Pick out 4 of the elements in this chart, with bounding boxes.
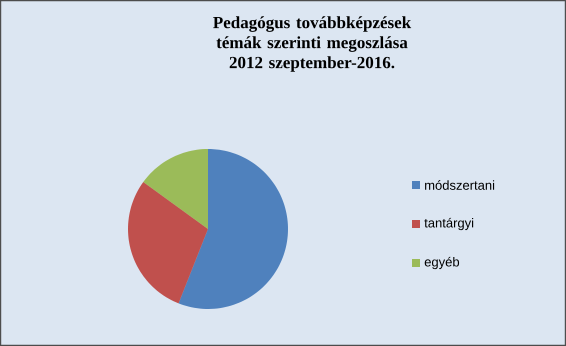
chart-title: Pedagógus továbbképzések témák szerinti megoszlása 2012 szeptember-2016.: [213, 16, 412, 72]
legend-label: módszertani: [425, 180, 494, 190]
legend-label: egyéb: [424, 256, 460, 270]
legend-label: tantárgyi: [424, 218, 474, 230]
